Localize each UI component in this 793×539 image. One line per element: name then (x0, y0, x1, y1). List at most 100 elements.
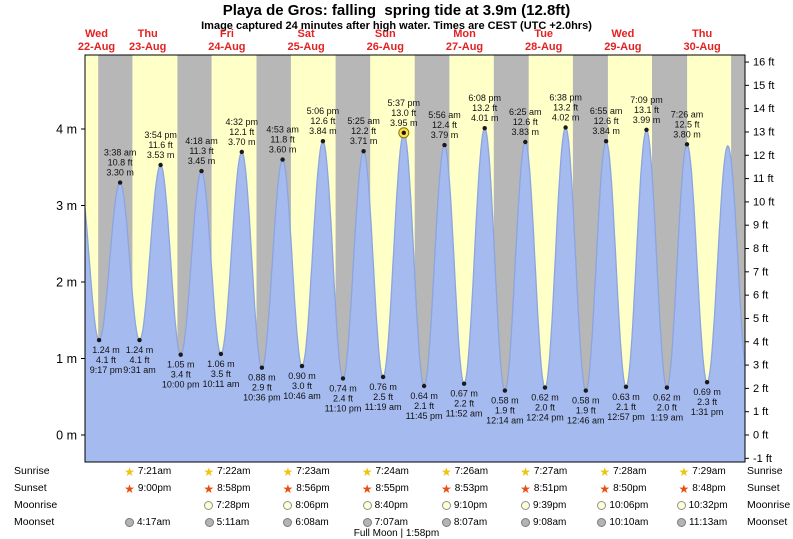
moonrise-item: 8:06pm (272, 497, 340, 514)
tide-annotation-low: 0.62 m (653, 393, 681, 403)
tide-extremum-dot (280, 157, 285, 162)
tide-annotation-low: 12:57 pm (607, 412, 645, 422)
tide-annotation-low: 4.1 ft (129, 355, 150, 365)
tide-annotation-high: 3.95 m (390, 118, 418, 128)
tide-annotation-low: 0.67 m (450, 389, 478, 399)
tide-extremum-dot (401, 130, 406, 135)
sunset-time: 9:00pm (137, 483, 172, 494)
moonrise-item: 8:40pm (351, 497, 419, 514)
moonset-time: 4:17am (137, 517, 171, 528)
y-axis-right-label: 9 ft (753, 220, 768, 232)
y-axis-left-label: 2 m (56, 276, 77, 290)
moonrise-time: 8:06pm (295, 500, 329, 511)
tide-annotation-low: 3.5 ft (211, 369, 232, 379)
y-axis-left-label: 1 m (56, 352, 77, 366)
page-title: Playa de Gros: falling spring tide at 3.… (222, 2, 571, 19)
sunset-item: ★ 9:00pm (114, 480, 182, 497)
tide-annotation-high: 3.80 m (673, 129, 701, 139)
tide-annotation-low: 0.58 m (491, 396, 519, 406)
sunset-time: 8:56pm (296, 483, 330, 494)
moonrise-time: 10:06pm (609, 500, 649, 511)
sunrise-row-label-left: Sunrise (14, 465, 50, 477)
tide-extremum-dot (563, 125, 568, 130)
day-label-dow: Wed (611, 28, 634, 40)
moonrise-icon (441, 501, 451, 510)
tide-annotation-high: 12.6 ft (513, 117, 539, 127)
sunrise-time: 7:22am (217, 466, 251, 477)
moonrise-time: 7:28pm (216, 500, 250, 511)
y-axis-right-label: 0 ft (753, 430, 768, 442)
tide-annotation-low: 1.24 m (126, 345, 154, 355)
tide-extremum-dot (523, 139, 528, 145)
sunset-item: ★ 8:50pm (589, 480, 657, 497)
moonrise-time: 8:40pm (374, 500, 408, 511)
moonset-item: 4:17am (114, 514, 182, 531)
tide-annotation-high: 4:18 am (185, 136, 218, 146)
tide-annotation-low: 11:52 am (446, 409, 483, 419)
tide-annotation-low: 1.05 m (167, 360, 195, 370)
day-label-date: 26-Aug (367, 41, 404, 53)
tide-annotation-high: 13.2 ft (553, 103, 579, 113)
tide-extremum-dot (259, 365, 265, 370)
moonrise-item: 10:06pm (589, 497, 657, 514)
tide-extremum-dot (421, 383, 427, 389)
tide-annotation-low: 11:19 am (365, 402, 402, 412)
moonrise-item: 9:39pm (510, 497, 578, 514)
sunrise-item: ★ 7:22am (193, 463, 261, 480)
tide-annotation-low: 0.74 m (329, 383, 357, 393)
tide-extremum-dot (482, 126, 487, 131)
moonrise-icon (204, 501, 214, 510)
tide-annotation-high: 4.02 m (552, 113, 580, 123)
y-axis-left-label: 3 m (56, 199, 77, 213)
sunset-item: ★ 8:48pm (668, 480, 736, 497)
y-axis-right-label: 12 ft (753, 150, 774, 162)
tide-annotation-high: 6:08 pm (468, 93, 501, 103)
tide-annotation-low: 0.62 m (531, 393, 559, 403)
moonset-item: 11:13am (668, 514, 736, 531)
sunrise-row-label-right: Sunrise (747, 465, 783, 477)
moonset-item: 7:07am (351, 514, 419, 531)
tide-annotation-high: 3.60 m (269, 145, 297, 155)
tide-annotation-low: 9:31 am (123, 365, 156, 375)
sunset-item: ★ 8:53pm (431, 480, 499, 497)
tide-annotation-high: 4:53 am (266, 125, 299, 135)
tide-annotation-high: 12.1 ft (229, 127, 255, 137)
tide-annotation-low: 2.4 ft (333, 393, 354, 403)
tide-extremum-dot (96, 337, 102, 343)
sunset-item: ★ 8:55pm (351, 480, 419, 497)
y-axis-right-label: 5 ft (753, 313, 768, 325)
tide-extremum-dot (664, 385, 670, 390)
day-label-date: 28-Aug (525, 41, 562, 53)
tide-extremum-dot (603, 139, 609, 144)
tide-annotation-low: 0.63 m (612, 392, 640, 402)
sunrise-item: ★ 7:26am (431, 463, 499, 480)
tide-annotation-high: 7:09 pm (630, 95, 663, 105)
moonrise-row-label-right: Moonrise (747, 499, 791, 511)
day-label-dow: Sun (375, 28, 396, 40)
sunrise-star-icon: ★ (203, 464, 215, 479)
tide-curve (84, 127, 746, 392)
moonset-item: 9:08am (510, 514, 578, 531)
moonrise-item: 9:10pm (431, 497, 499, 514)
sunrise-time: 7:26am (454, 466, 489, 477)
sunrise-star-icon: ★ (361, 464, 373, 479)
sunrise-item: ★ 7:23am (272, 463, 340, 480)
tide-annotation-high: 3.79 m (431, 130, 459, 140)
moonset-row-label-right: Moonset (747, 516, 788, 528)
sunset-row-label-left: Sunset (14, 482, 47, 494)
moonset-row-label-left: Moonset (14, 516, 55, 528)
moonrise-icon (597, 501, 607, 510)
tide-annotation-high: 3:38 am (104, 148, 137, 158)
tide-annotation-low: 2.2 ft (454, 399, 475, 409)
sunrise-item: ★ 7:28am (589, 463, 657, 480)
moonrise-icon (362, 501, 372, 510)
sunrise-star-icon: ★ (678, 464, 690, 479)
sunset-star-icon: ★ (282, 481, 294, 496)
moonset-time: 8:07am (453, 517, 488, 528)
tide-annotation-low: 3.4 ft (171, 370, 192, 380)
sunset-time: 8:48pm (692, 483, 726, 494)
sunrise-time: 7:24am (375, 466, 409, 477)
tide-extremum-dot (623, 384, 629, 389)
